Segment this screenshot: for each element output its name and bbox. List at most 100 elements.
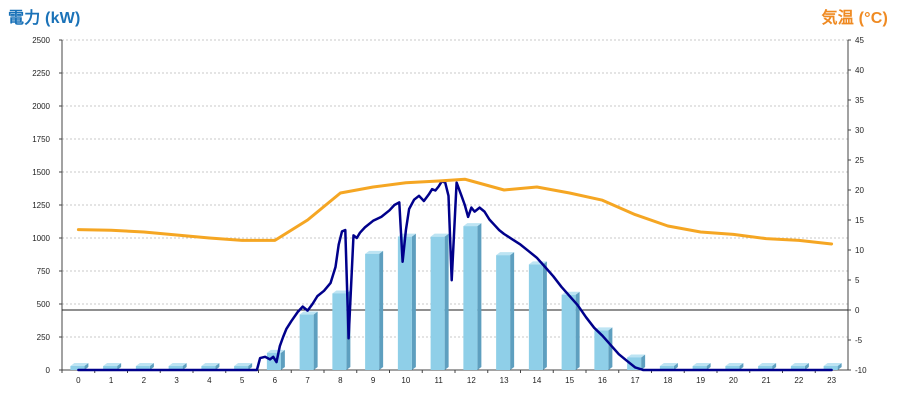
x-tick-label: 3 — [174, 376, 179, 385]
bar-side — [542, 261, 547, 370]
left-tick-label: 0 — [46, 366, 51, 375]
x-tick-label: 14 — [532, 376, 541, 385]
bar-top — [135, 363, 154, 366]
bar — [430, 236, 445, 370]
x-tick-label: 1 — [109, 376, 114, 385]
left-tick-label: 2500 — [32, 36, 50, 45]
bar-top — [332, 290, 351, 294]
right-tick-label: 10 — [855, 246, 864, 255]
bar-side — [837, 363, 842, 370]
x-tick-label: 10 — [401, 376, 410, 385]
bar-top — [627, 354, 646, 358]
bar-side — [575, 291, 580, 370]
x-tick-label: 7 — [305, 376, 310, 385]
right-tick-label: 15 — [855, 216, 864, 225]
x-tick-label: 2 — [142, 376, 147, 385]
bar-side — [444, 233, 449, 370]
bar-side — [280, 349, 285, 370]
x-tick-label: 4 — [207, 376, 212, 385]
bar — [692, 366, 707, 370]
x-tick-label: 23 — [827, 376, 836, 385]
bar — [397, 236, 412, 370]
bar — [299, 314, 314, 370]
bar — [103, 366, 118, 370]
bar-side — [641, 354, 646, 370]
right-tick-label: 20 — [855, 186, 864, 195]
bar-side — [411, 233, 416, 370]
bar-side — [182, 363, 187, 370]
bar — [332, 293, 347, 370]
bar — [168, 366, 183, 370]
bar-side — [608, 327, 613, 370]
bar — [135, 366, 150, 370]
bar-top — [758, 363, 777, 366]
right-axis-title: 気温 (°C) — [821, 10, 888, 27]
left-tick-label: 2250 — [32, 69, 50, 78]
bar-top — [463, 223, 482, 227]
x-tick-label: 9 — [371, 376, 376, 385]
bar-side — [313, 311, 318, 370]
bar — [725, 366, 740, 370]
bar-top — [430, 233, 449, 237]
bar-side — [379, 250, 384, 370]
bar — [528, 264, 543, 370]
right-tick-label: 0 — [855, 306, 860, 315]
bar-top — [266, 349, 285, 353]
right-tick-label: 45 — [855, 36, 864, 45]
bar-side — [510, 252, 515, 370]
bar-top — [659, 363, 678, 366]
left-tick-label: 2000 — [32, 102, 50, 111]
bar — [561, 294, 576, 370]
x-tick-label: 17 — [631, 376, 640, 385]
right-tick-label: -10 — [855, 366, 867, 375]
bar — [659, 366, 674, 370]
bar-top — [103, 363, 122, 366]
right-tick-label: 25 — [855, 156, 864, 165]
bar-top — [70, 363, 89, 366]
x-tick-label: 18 — [663, 376, 672, 385]
x-tick-label: 15 — [565, 376, 574, 385]
bar-top — [823, 363, 842, 366]
right-tick-label: -5 — [855, 336, 863, 345]
bar-side — [117, 363, 122, 370]
bar-side — [706, 363, 711, 370]
power-line — [77, 179, 833, 372]
bar — [234, 366, 249, 370]
bar-top — [496, 252, 515, 256]
bar-top — [692, 363, 711, 366]
bar-top — [365, 250, 384, 254]
bar-side — [248, 363, 253, 370]
bar — [463, 226, 478, 370]
bar-side — [149, 363, 154, 370]
bar — [758, 366, 773, 370]
bar-side — [772, 363, 777, 370]
bar — [627, 357, 642, 370]
bar-top — [790, 363, 809, 366]
bar-top — [168, 363, 187, 366]
bar — [790, 366, 805, 370]
bar — [70, 366, 85, 370]
bar-side — [215, 363, 220, 370]
x-tick-label: 11 — [434, 376, 443, 385]
x-tick-label: 20 — [729, 376, 738, 385]
left-axis-title: 電力 (kW) — [8, 10, 81, 27]
left-tick-label: 750 — [37, 267, 51, 276]
bar-side — [477, 223, 482, 370]
x-tick-label: 12 — [467, 376, 476, 385]
left-tick-label: 1000 — [32, 234, 50, 243]
left-tick-label: 250 — [37, 333, 51, 342]
bar-top — [725, 363, 744, 366]
bar-top — [201, 363, 220, 366]
bar-side — [673, 363, 678, 370]
left-tick-label: 500 — [37, 300, 51, 309]
bar — [365, 253, 380, 370]
right-tick-label: 5 — [855, 276, 860, 285]
bar-side — [739, 363, 744, 370]
bar — [496, 255, 511, 370]
bar-top — [594, 327, 613, 331]
bar-side — [804, 363, 809, 370]
x-tick-label: 5 — [240, 376, 245, 385]
bar — [201, 366, 216, 370]
